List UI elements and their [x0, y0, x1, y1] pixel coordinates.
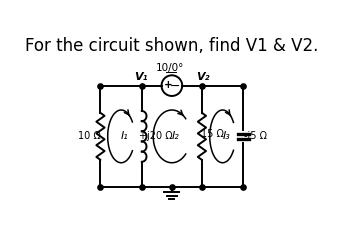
- Text: I₁: I₁: [121, 131, 129, 141]
- Text: −: −: [170, 80, 181, 93]
- Text: I₂: I₂: [172, 131, 180, 141]
- Text: V₁: V₁: [134, 72, 148, 82]
- Text: +: +: [164, 80, 173, 90]
- Text: 10 Ω: 10 Ω: [78, 131, 100, 141]
- Text: -j5 Ω: -j5 Ω: [244, 131, 267, 141]
- Text: I₃: I₃: [223, 131, 230, 141]
- Text: 10/0°: 10/0°: [156, 63, 184, 73]
- Text: 15 Ω: 15 Ω: [201, 130, 224, 140]
- Text: For the circuit shown, find V1 & V2.: For the circuit shown, find V1 & V2.: [25, 37, 318, 55]
- Text: V₂: V₂: [196, 72, 210, 82]
- Text: +j20 Ω: +j20 Ω: [139, 131, 173, 141]
